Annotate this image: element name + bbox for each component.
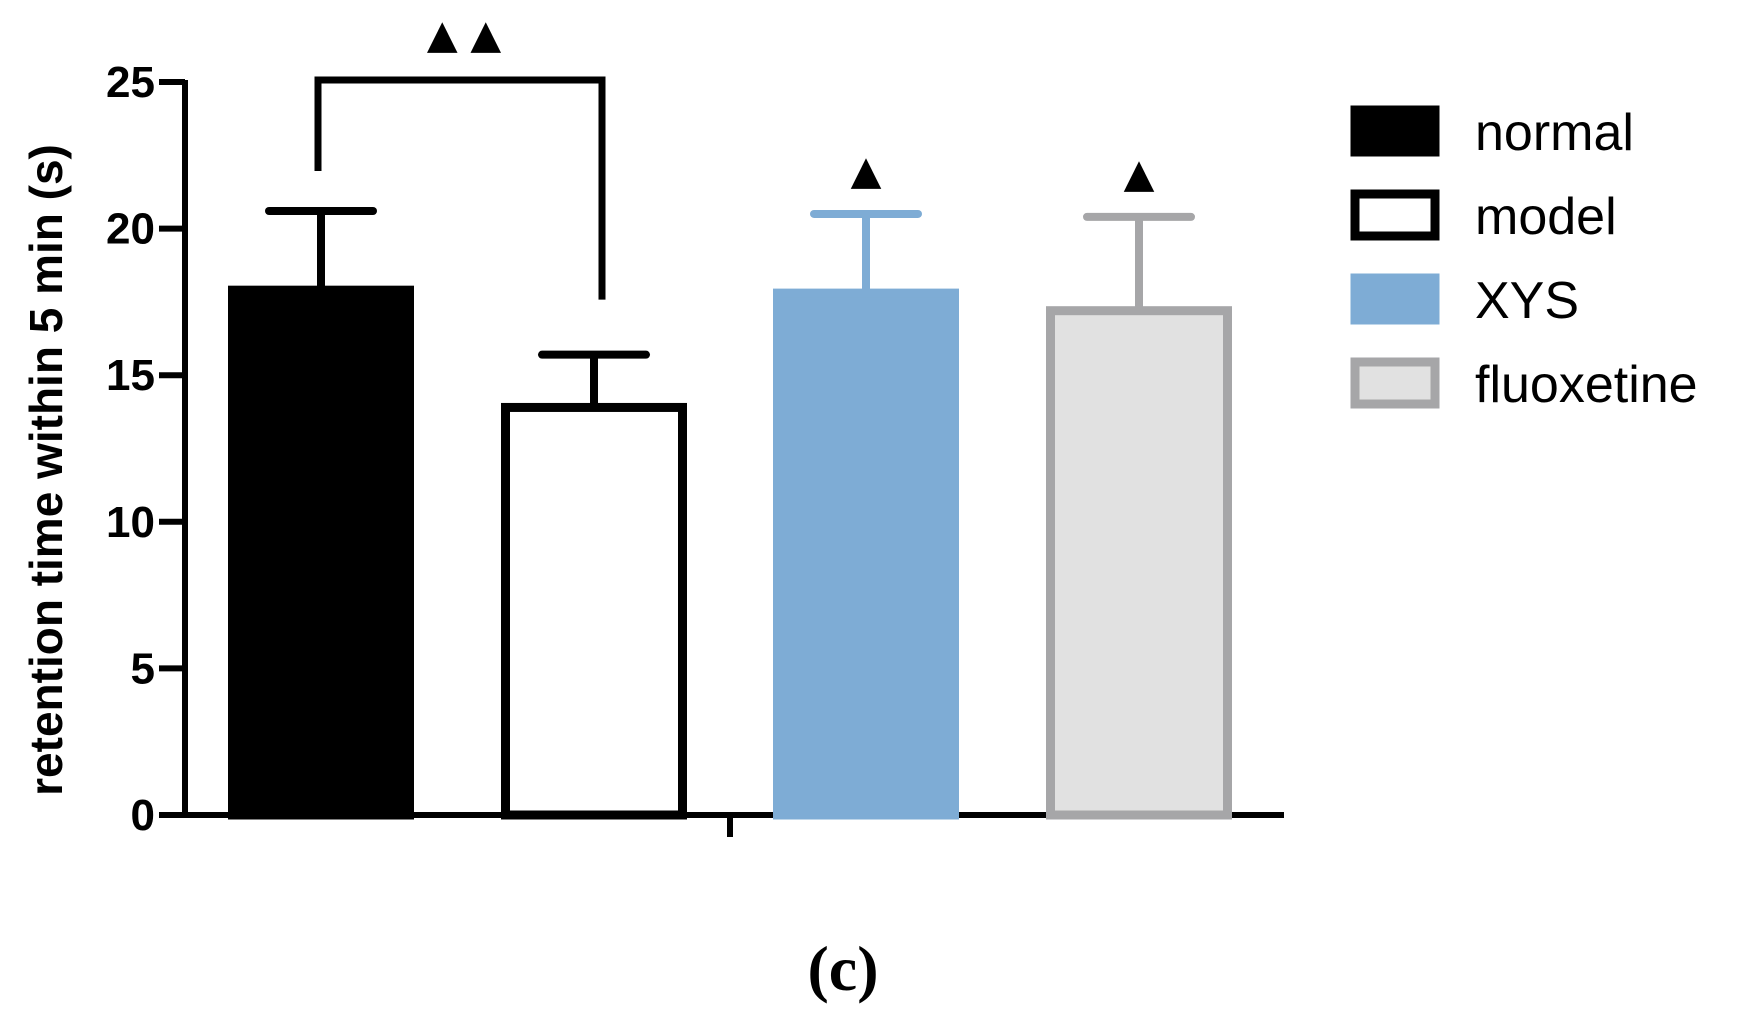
legend-label: model (1475, 188, 1617, 246)
legend-label: normal (1475, 104, 1634, 162)
bars: ▲ ▲ (228, 148, 1232, 820)
panel-label: (c) (807, 933, 878, 1004)
legend-label: fluoxetine (1475, 356, 1698, 414)
y-tick-label: 0 (131, 791, 155, 840)
legend-swatch (1350, 273, 1440, 325)
legend-item-model: model (1350, 188, 1617, 246)
legend-item-fluoxetine: fluoxetine (1350, 356, 1698, 414)
y-tick-label: 10 (106, 498, 155, 547)
legend-swatch (1350, 357, 1440, 409)
bar-model (501, 402, 687, 820)
legend: normal model XYS fluoxetine (1350, 104, 1698, 414)
bracket-label: ▲ ▲ (427, 12, 501, 58)
y-tick-label: 15 (106, 351, 155, 400)
y-axis-title: retention time within 5 min (s) (20, 144, 72, 796)
legend-label: XYS (1475, 272, 1579, 330)
legend-item-normal: normal (1350, 104, 1634, 162)
y-tick-label: 25 (106, 58, 155, 107)
bracket-line (314, 76, 606, 300)
bar-normal (228, 285, 414, 820)
significance-bracket: ▲ ▲ (314, 12, 606, 300)
bar-XYS (773, 288, 959, 820)
bar-fluoxetine (1046, 306, 1232, 820)
significance-marker: ▲ (1124, 151, 1155, 197)
y-tick-label: 5 (131, 644, 155, 693)
significance-marker: ▲ (851, 148, 882, 194)
legend-swatch (1350, 189, 1440, 241)
legend-item-XYS: XYS (1350, 272, 1579, 330)
y-tick-label: 20 (106, 205, 155, 254)
legend-swatch (1350, 105, 1440, 157)
